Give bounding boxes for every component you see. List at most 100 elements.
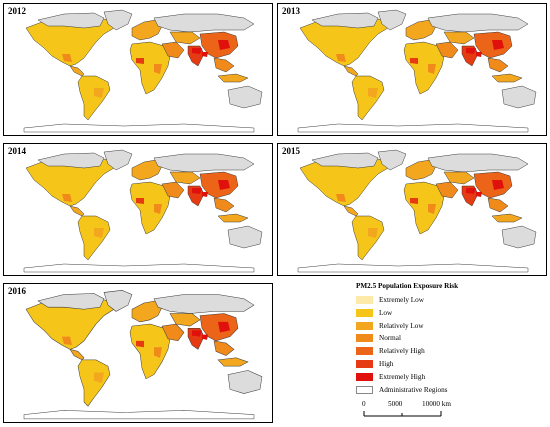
south-america [351,75,385,121]
middle-east [161,181,185,199]
hotspot-north-india [192,188,202,194]
legend-label: Relatively High [379,347,425,356]
hotspot-west-africa [136,340,144,348]
hotspot-north-india [192,48,202,54]
legend-label: Normal [379,334,401,343]
australia [227,370,263,394]
map-panel-2012: 2012 [3,3,273,136]
greenland [103,9,133,31]
legend-item: Extremely High [356,372,546,383]
legend-label: Administrative Regions [379,385,448,394]
hotspot-north-india [466,48,476,54]
indonesia [217,73,249,83]
southeast-asia [213,340,235,356]
hotspot-north-india [192,330,202,337]
southeast-asia [213,57,235,73]
map-panel-2016: 2016 [3,283,273,423]
map-panel-2014: 2014 [3,143,273,276]
australia [501,225,537,249]
russia [427,13,529,33]
russia [153,153,255,173]
australia [227,85,263,109]
indonesia [491,213,523,223]
world-map [297,149,537,273]
hotspot-bangladesh [202,192,208,197]
hotspot-brazil [94,88,104,98]
africa [129,181,171,235]
legend-title: PM2.5 Population Exposure Risk [356,282,459,290]
south-america [77,75,111,121]
world-map [23,290,263,420]
hotspot-brazil [94,372,104,384]
hotspot-west-africa [410,198,418,204]
southeast-asia [487,57,509,73]
south-america [77,359,111,407]
hotspot-mexico [336,194,346,202]
antarctica [23,123,255,133]
hotspot-bangladesh [476,52,482,57]
indonesia [217,357,249,367]
year-label: 2012 [8,6,26,16]
year-label: 2016 [8,286,26,296]
hotspot-east-china [218,180,230,190]
canada-north [311,12,379,29]
central-asia [443,31,475,45]
antarctica [297,123,529,133]
legend-swatch [356,321,373,330]
australia [501,85,537,109]
hotspot-east-africa [154,204,162,214]
hotspot-west-africa [410,58,418,64]
europe [131,159,163,181]
world-map [23,9,263,133]
legend: PM2.5 Population Exposure Risk Extremely… [356,282,546,422]
hotspot-east-china [218,321,230,333]
greenland [377,9,407,31]
africa [403,41,445,95]
year-label: 2014 [8,146,26,156]
hotspot-north-india [466,188,476,194]
hotspot-mexico [336,54,346,62]
hotspot-bangladesh [202,334,208,340]
legend-item: Administrative Regions [356,385,546,396]
europe [405,159,437,181]
indonesia [491,73,523,83]
central-america [343,65,359,77]
canada-north [37,293,105,310]
legend-label: Extremely Low [379,296,424,304]
scale-label-max: 10000 km [422,400,451,408]
hotspot-brazil [94,228,104,238]
russia [153,294,255,314]
canada-north [311,152,379,169]
year-label: 2013 [282,6,300,16]
legend-swatch [356,372,373,381]
legend-swatch [356,347,373,356]
central-america [69,65,85,77]
hotspot-bangladesh [476,192,482,197]
scale-bar-line [363,411,442,417]
hotspot-east-china [492,40,504,50]
russia [427,153,529,173]
antarctica [297,263,529,273]
world-map [297,9,537,133]
south-america [351,215,385,261]
scale-label-mid: 5000 [388,400,403,408]
australia [227,225,263,249]
legend-item: Low [356,308,546,319]
africa [403,181,445,235]
legend-item: Relatively High [356,346,546,357]
indonesia [217,213,249,223]
legend-label: Relatively Low [379,321,424,330]
legend-label: High [379,360,394,368]
greenland [377,149,407,171]
south-america [77,215,111,261]
map-panel-2015: 2015 [277,143,547,276]
world-map [23,149,263,273]
central-asia [443,171,475,185]
legend-item: Extremely Low [356,295,546,306]
map-panel-2013: 2013 [277,3,547,136]
legend-swatch [356,296,373,304]
europe [131,19,163,41]
central-asia [169,31,201,45]
middle-east [161,41,185,59]
legend-swatch [356,385,373,394]
